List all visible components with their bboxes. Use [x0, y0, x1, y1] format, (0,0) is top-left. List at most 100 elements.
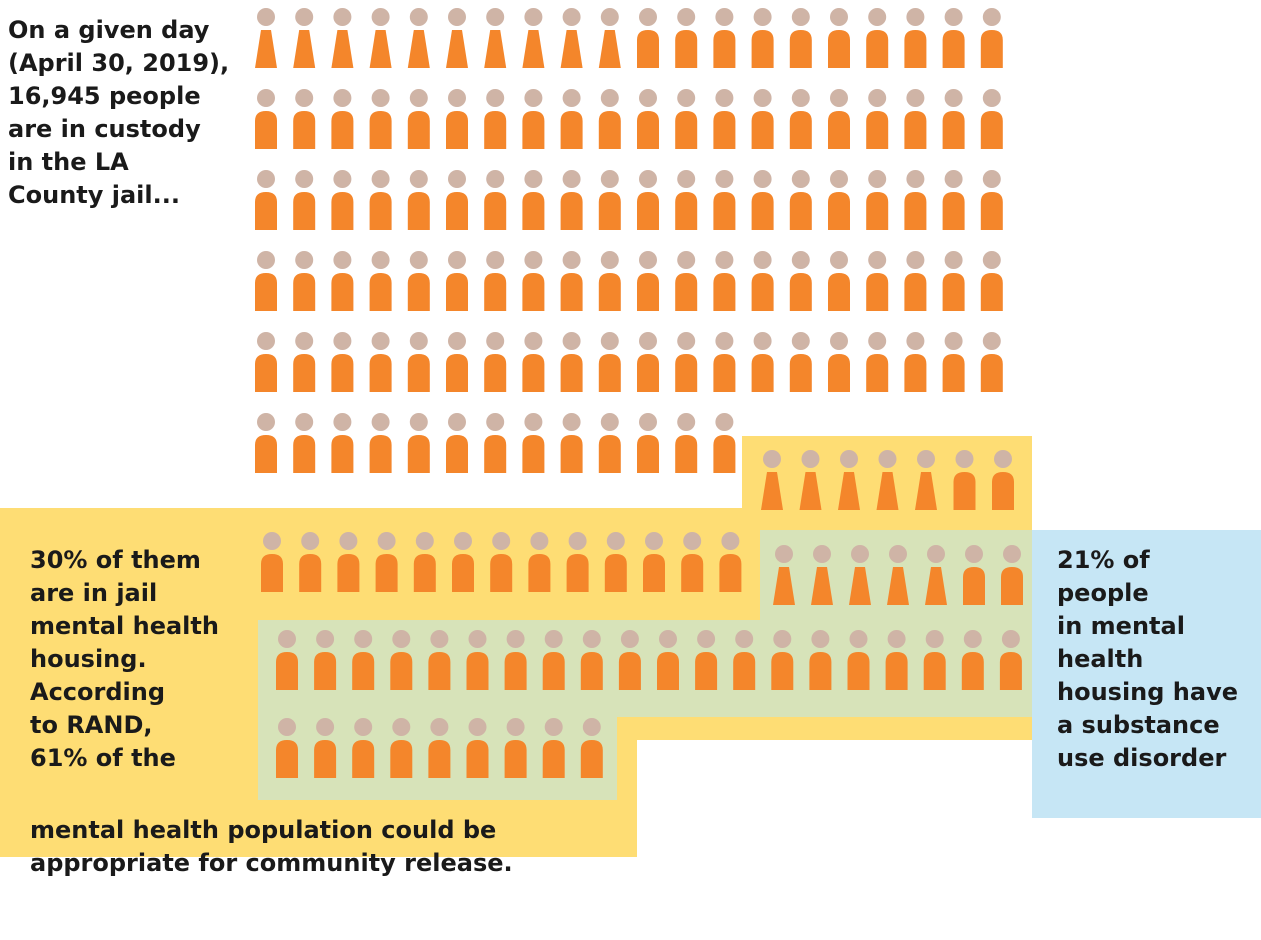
person-icon [560, 332, 583, 392]
person-icon [446, 170, 468, 230]
person-icon [560, 8, 583, 68]
person-icon [580, 718, 603, 778]
person-icon [733, 630, 756, 690]
person-icon [904, 170, 927, 230]
person-icon [580, 630, 603, 690]
person-icon [407, 251, 430, 311]
person-icon [490, 532, 513, 592]
person-icon [522, 89, 545, 149]
person-icon [466, 630, 489, 690]
person-icon [751, 89, 774, 149]
person-icon [598, 332, 621, 392]
person-icon [484, 8, 507, 68]
person-icon [484, 170, 507, 230]
person-icon [369, 413, 392, 473]
person-icon [446, 89, 468, 149]
person-icon [369, 170, 392, 230]
person-icon [657, 630, 679, 690]
person-icon [522, 170, 545, 230]
person-icon [299, 532, 322, 592]
person-icon [789, 170, 812, 230]
person-icon [713, 170, 736, 230]
person-icon [390, 630, 413, 690]
person-icon [942, 170, 965, 230]
person-icon [261, 532, 283, 592]
person-icon [369, 332, 392, 392]
person-icon [560, 89, 583, 149]
person-icon [637, 89, 659, 149]
person-icon [276, 718, 298, 778]
person-icon [980, 89, 1003, 149]
person-icon [598, 8, 621, 68]
person-icon [713, 332, 736, 392]
person-icon [484, 332, 507, 392]
person-icon [293, 251, 316, 311]
person-icon [637, 413, 659, 473]
person-icon [375, 532, 398, 592]
person-icon [598, 170, 621, 230]
person-icon [761, 450, 783, 510]
person-icon [522, 8, 545, 68]
person-icon [904, 89, 927, 149]
person-icon [847, 630, 870, 690]
person-icon [751, 332, 774, 392]
person-icon [255, 89, 277, 149]
person-icon [528, 532, 551, 592]
person-icon [407, 413, 430, 473]
person-icon [828, 170, 850, 230]
person-icon [713, 8, 736, 68]
person-icon [407, 170, 430, 230]
person-icon [876, 450, 899, 510]
person-icon [838, 450, 860, 510]
person-icon [866, 170, 889, 230]
person-icon [428, 630, 451, 690]
person-icon [942, 251, 965, 311]
person-icon [598, 413, 621, 473]
person-icon [637, 251, 659, 311]
substance-use-text: 21% of people in mental health housing h… [1057, 546, 1238, 772]
person-icon [504, 718, 527, 778]
person-icon [446, 413, 468, 473]
person-icon [953, 450, 976, 510]
person-icon [866, 8, 889, 68]
person-icon [331, 89, 354, 149]
person-icon [713, 413, 736, 473]
person-icon [887, 545, 909, 605]
person-icon [560, 251, 583, 311]
person-icon [637, 332, 659, 392]
person-icon [789, 89, 812, 149]
person-icon [446, 332, 468, 392]
person-icon [961, 630, 984, 690]
person-icon [369, 251, 392, 311]
person-icon [799, 450, 822, 510]
person-icon [751, 251, 774, 311]
person-icon [980, 8, 1003, 68]
person-icon [542, 630, 565, 690]
person-icon [293, 332, 316, 392]
person-icon [446, 251, 468, 311]
person-icon [695, 630, 718, 690]
mental-health-text-tail: mental health population could be approp… [30, 816, 513, 877]
person-icon [866, 251, 889, 311]
person-icon [637, 8, 659, 68]
person-icon [390, 718, 413, 778]
person-icon [293, 170, 316, 230]
person-icon [751, 170, 774, 230]
person-icon [828, 8, 850, 68]
person-icon [352, 718, 375, 778]
person-icon [293, 413, 316, 473]
people-grid [255, 8, 1023, 778]
person-icon [522, 251, 545, 311]
person-icon [811, 545, 833, 605]
substance-overlap-box [258, 530, 1032, 800]
person-icon [522, 332, 545, 392]
mental-health-text: 30% of them are in jail mental health ho… [30, 546, 219, 772]
person-icon [369, 89, 392, 149]
person-icon [484, 251, 507, 311]
person-icon [849, 545, 871, 605]
person-icon [942, 332, 965, 392]
person-icon [643, 532, 665, 592]
person-icon [675, 8, 698, 68]
person-icon [828, 251, 850, 311]
